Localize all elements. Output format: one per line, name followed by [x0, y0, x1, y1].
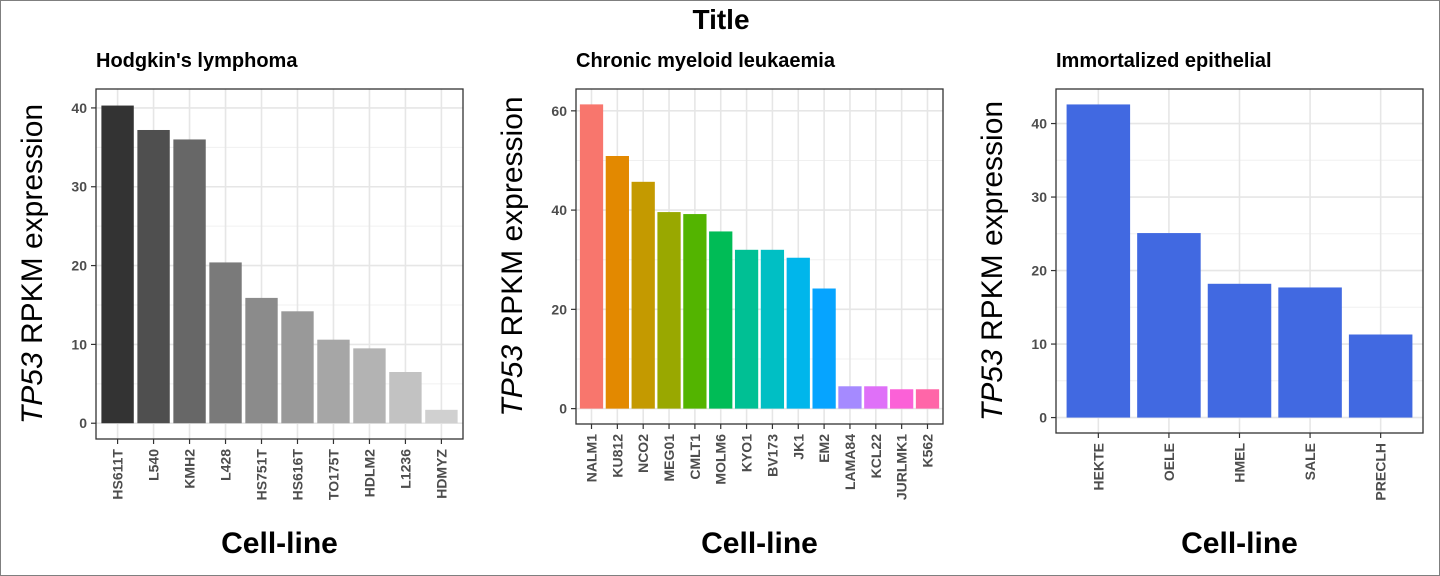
- y-axis-title: TP53 RPKM expression: [16, 104, 49, 424]
- x-tick-label: BV173: [764, 434, 780, 477]
- chart-panel-3: 0 10 20 30 40 HEKTE OELE HMEL SALE PRECLH Immortal…: [976, 50, 1424, 560]
- x-axis-title: Cell-line: [1181, 527, 1298, 560]
- x-tick-label: KCL22: [868, 434, 884, 479]
- x-tick-label: TO175T: [325, 449, 341, 501]
- panel-background: [576, 89, 943, 424]
- bar-l540[interactable]: [137, 129, 170, 424]
- bar-lama84[interactable]: [838, 386, 862, 409]
- panel-border: [95, 88, 464, 440]
- bar-hs611t[interactable]: [101, 105, 134, 424]
- bar-l1236[interactable]: [389, 371, 422, 424]
- y-tick-label: 0: [79, 415, 87, 431]
- bar-hs616t[interactable]: [281, 311, 314, 424]
- y-tick-label: 40: [71, 100, 87, 116]
- bar-hmel[interactable]: [1207, 283, 1272, 418]
- bar-oele[interactable]: [1137, 233, 1201, 418]
- x-tick-label: HDMYZ: [433, 449, 449, 499]
- y-axis-unit: RPKM expression: [496, 96, 529, 344]
- x-tick-label: NALM1: [584, 434, 600, 482]
- bar-k562[interactable]: [915, 389, 940, 409]
- x-tick-label: MEG01: [661, 434, 677, 482]
- x-tick-label: HMEL: [1232, 443, 1248, 483]
- y-axis-title: TP53 RPKM expression: [496, 96, 529, 416]
- x-tick-label: HS751T: [254, 449, 270, 501]
- y-tick-label: 0: [559, 401, 567, 417]
- bar-bv173[interactable]: [760, 249, 785, 409]
- x-tick-label: L1236: [397, 449, 413, 489]
- bar-meg01[interactable]: [657, 212, 681, 409]
- bar-em2[interactable]: [812, 288, 836, 409]
- bar-ku812[interactable]: [605, 156, 629, 409]
- y-tick-label: 20: [551, 301, 567, 317]
- x-tick-label: JURLMK1: [894, 434, 910, 500]
- x-tick-label: HDLM2: [361, 449, 377, 497]
- panel-title: Immortalized epithelial: [1056, 50, 1272, 72]
- x-tick-label: L428: [218, 449, 234, 481]
- panel-title: Chronic myeloid leukaemia: [576, 50, 836, 72]
- y-axis-gene: TP53: [16, 352, 49, 424]
- x-tick-label: HS611T: [110, 449, 126, 500]
- x-tick-label: L540: [146, 449, 162, 481]
- x-tick-label: CMLT1: [687, 434, 703, 480]
- bar-to175t[interactable]: [317, 339, 350, 424]
- bar-kmh2[interactable]: [173, 139, 206, 424]
- y-tick-label: 60: [551, 103, 567, 119]
- bar-l428[interactable]: [209, 262, 242, 424]
- x-tick-label: NCO2: [635, 434, 651, 473]
- chart-panel-1: 0 10 20 30 40 HS611T L540 KMH2 L428 HS751T HS616T T…: [16, 50, 464, 560]
- y-tick-label: 10: [1031, 336, 1047, 352]
- y-axis-unit: RPKM expression: [976, 101, 1009, 349]
- bar-hekte[interactable]: [1066, 104, 1131, 418]
- y-tick-label: 40: [1031, 116, 1047, 132]
- x-tick-label: OELE: [1161, 443, 1177, 481]
- y-tick-label: 30: [1031, 189, 1047, 205]
- bar-molm6[interactable]: [709, 231, 733, 409]
- figure-title: Title: [692, 4, 749, 35]
- y-axis-gene: TP53: [976, 349, 1009, 421]
- panel-border: [575, 88, 944, 425]
- bar-kcl22[interactable]: [864, 386, 888, 409]
- bar-hdmyz[interactable]: [425, 409, 458, 424]
- bar-jurlmk1[interactable]: [890, 389, 914, 409]
- y-tick-label: 30: [71, 179, 87, 195]
- bar-hdlm2[interactable]: [353, 348, 386, 424]
- panel-title: Hodgkin's lymphoma: [96, 50, 298, 72]
- chart-panel-2: 0 20 40 60 NALM1 KU812 NCO2 MEG01 CMLT1 MOLM6 KYO1…: [496, 50, 944, 560]
- bar-preclh[interactable]: [1348, 334, 1413, 418]
- x-axis-title: Cell-line: [221, 527, 338, 560]
- y-axis-unit: RPKM expression: [16, 104, 49, 352]
- x-tick-label: KYO1: [739, 434, 755, 472]
- y-axis-gene: TP53: [496, 345, 529, 417]
- x-tick-label: JK1: [790, 434, 806, 460]
- bar-cmlt1[interactable]: [683, 214, 707, 409]
- bar-kyo1[interactable]: [734, 249, 759, 409]
- x-tick-label: HEKTE: [1090, 443, 1106, 490]
- x-tick-label: PRECLH: [1373, 443, 1389, 501]
- x-tick-label: KU812: [609, 434, 625, 478]
- y-tick-label: 20: [71, 258, 87, 274]
- y-tick-label: 40: [551, 202, 567, 218]
- bar-nco2[interactable]: [631, 181, 655, 409]
- x-tick-label: EM2: [816, 434, 832, 463]
- y-tick-label: 20: [1031, 263, 1047, 279]
- y-tick-label: 10: [71, 336, 87, 352]
- x-tick-label: HS616T: [289, 449, 305, 501]
- bar-jk1[interactable]: [786, 257, 810, 409]
- x-tick-label: KMH2: [182, 449, 198, 489]
- x-tick-label: MOLM6: [713, 434, 729, 485]
- bar-nalm1[interactable]: [579, 104, 604, 409]
- y-tick-label: 0: [1039, 410, 1047, 426]
- x-axis-title: Cell-line: [701, 527, 818, 560]
- y-axis-title: TP53 RPKM expression: [976, 101, 1009, 421]
- x-tick-label: SALE: [1302, 443, 1318, 480]
- bar-hs751t[interactable]: [245, 297, 278, 424]
- x-tick-label: K562: [919, 434, 935, 468]
- bar-sale[interactable]: [1278, 287, 1342, 418]
- x-tick-label: LAMA84: [842, 434, 858, 490]
